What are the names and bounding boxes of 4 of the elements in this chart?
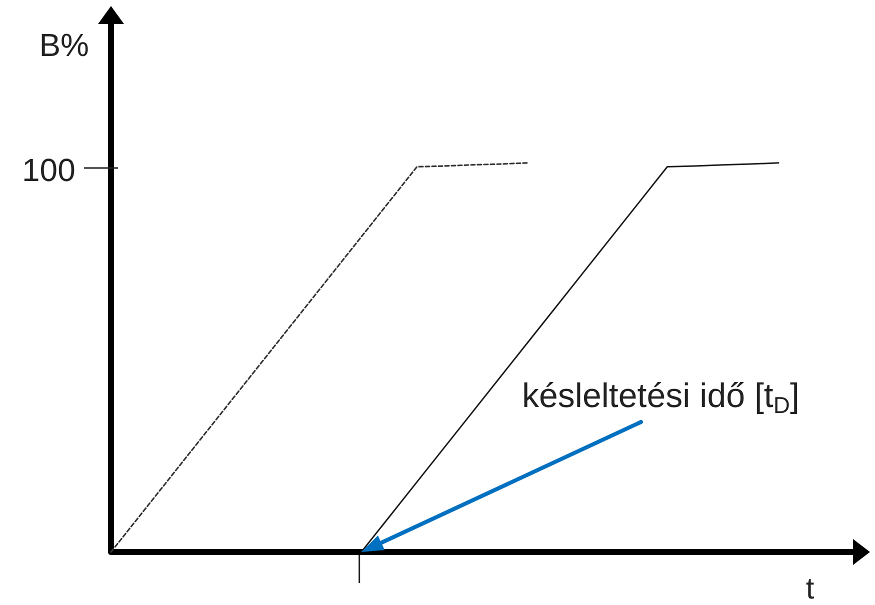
text: 100 — [22, 152, 76, 188]
annotation: késleltetési idő [t$_{D}$] — [522, 377, 800, 418]
x-axis-title: t — [806, 572, 815, 605]
y-axis-title: B% — [39, 27, 89, 63]
